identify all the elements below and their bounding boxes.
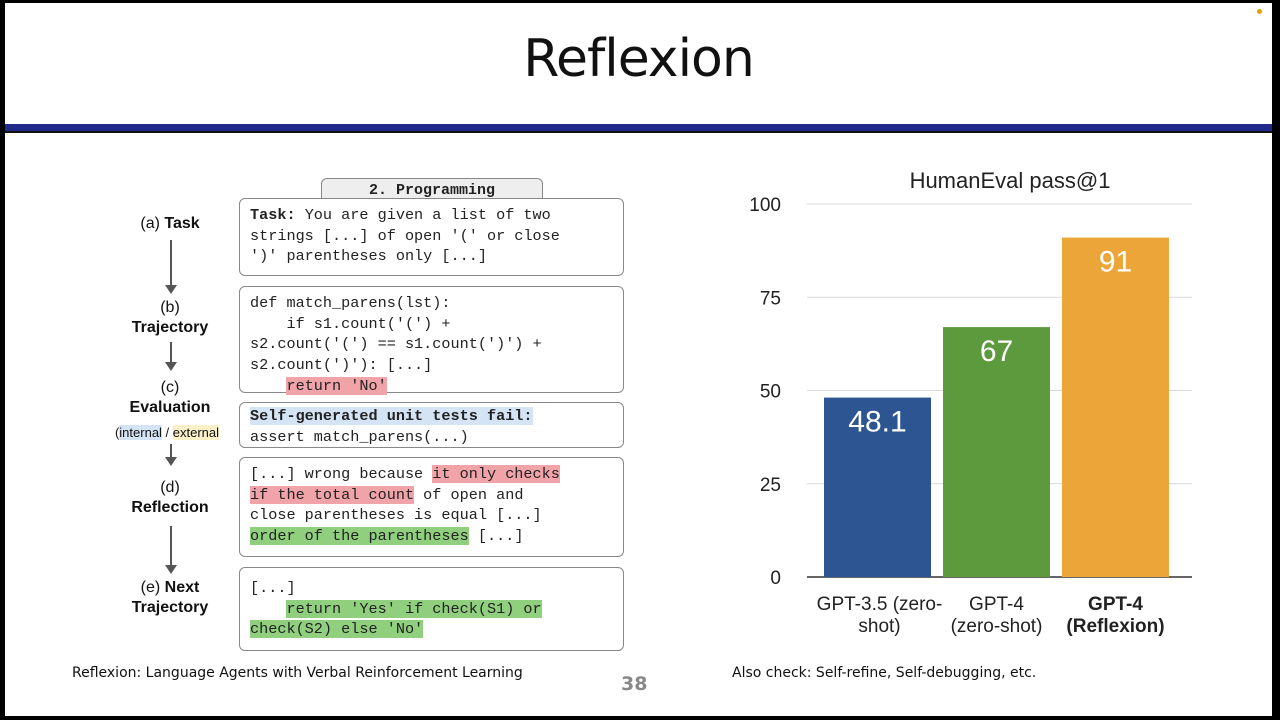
arrow-down-icon: [165, 240, 177, 294]
title-rule-blue: [5, 124, 1272, 131]
footer-citation: Reflexion: Language Agents with Verbal R…: [72, 665, 523, 681]
trajectory-box: def match_parens(lst): if s1.count('(') …: [239, 286, 624, 395]
footer-note: Also check: Self-refine, Self-debugging,…: [732, 665, 1037, 681]
page-number: 38: [621, 673, 648, 695]
pointer-dot: [1257, 9, 1262, 14]
arrow-down-icon: [165, 342, 177, 371]
step-trajectory-label: (b) Trajectory: [131, 299, 209, 336]
step-evaluation-label: (c) Evaluation: [129, 379, 211, 416]
reflection-box: [...] wrong because it only checks if the…: [239, 457, 624, 557]
step-next-label: (e) Next Trajectory: [131, 579, 209, 616]
next-trajectory-box: [...] return 'Yes' if check(S1) or check(…: [239, 567, 624, 651]
chart-title: HumanEval pass@1: [909, 168, 1111, 193]
title-rule-black: [5, 131, 1272, 133]
evaluation-sublabel: (internal / external: [114, 425, 220, 440]
arrow-down-icon: [165, 526, 177, 574]
evaluation-box: Self-generated unit tests fail: assert ma…: [239, 402, 624, 448]
slide-title: Reflexion: [523, 29, 755, 89]
slide: Reflexion: [5, 3, 1272, 716]
task-box: Task: You are given a list of two strings…: [239, 198, 624, 276]
step-reflection-label: (d) Reflection: [131, 479, 209, 516]
step-task-label: (a) Task: [140, 215, 200, 232]
arrow-down-icon: [165, 444, 177, 466]
